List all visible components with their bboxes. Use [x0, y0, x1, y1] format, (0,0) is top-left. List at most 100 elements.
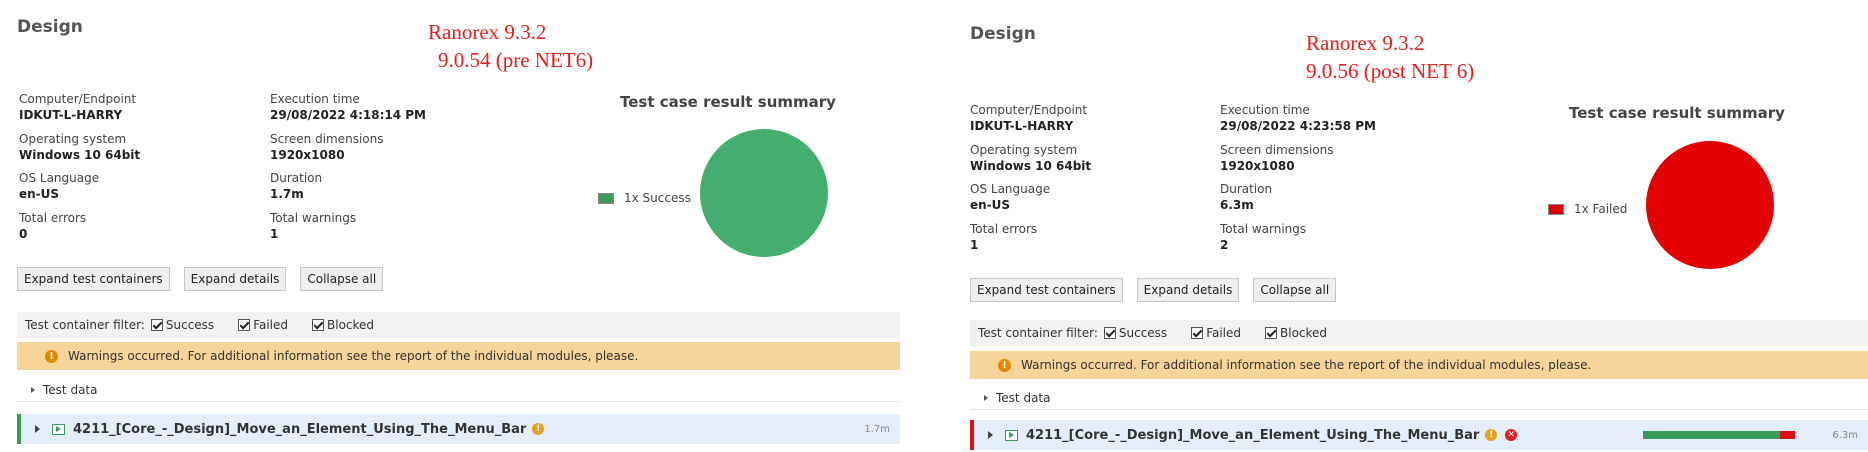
info-value: en-US: [19, 187, 60, 201]
info-label: Total errors: [19, 211, 87, 225]
collapse-all-button[interactable]: Collapse all: [300, 267, 384, 291]
info-execution-time: Execution time 29/08/2022 4:23:58 PM: [1220, 102, 1376, 134]
warning-icon: !: [45, 349, 58, 363]
warning-icon: !: [1485, 429, 1498, 441]
expand-arrow-icon[interactable]: [35, 425, 40, 433]
warning-icon: !: [998, 358, 1011, 372]
test-container-name: 4211_[Core_-_Design]_Move_an_Element_Usi…: [73, 421, 527, 437]
test-container-icon: [52, 423, 65, 435]
row-duration: 6.3m: [1832, 429, 1858, 441]
pie-legend: 1x Failed: [1548, 202, 1627, 216]
report-panel-right: Design Ranorex 9.3.2 9.0.56 (post NET 6)…: [954, 0, 1868, 452]
info-label: OS Language: [970, 182, 1051, 196]
checkbox-checked-icon[interactable]: [1265, 327, 1278, 339]
pie-legend: 1x Success: [598, 191, 691, 205]
report-panel-left: Design Ranorex 9.3.2 9.0.54 (pre NET6) C…: [0, 0, 905, 452]
collapse-all-button[interactable]: Collapse all: [1253, 278, 1337, 302]
info-label: Screen dimensions: [1220, 143, 1334, 157]
expand-test-containers-button[interactable]: Expand test containers: [970, 278, 1123, 302]
legend-label: 1x Failed: [1574, 202, 1628, 216]
pie-success-slice: [700, 129, 828, 257]
filter-option-label: Success: [165, 318, 215, 332]
expand-details-button[interactable]: Expand details: [1136, 278, 1240, 302]
error-icon: ✕: [1505, 429, 1518, 441]
warning-banner: ! Warnings occurred. For additional info…: [970, 351, 1868, 379]
test-container-row[interactable]: 4211_[Core_-_Design]_Move_an_Element_Usi…: [970, 420, 1868, 450]
annotation-line-2: 9.0.56 (post NET 6): [1306, 59, 1475, 83]
filter-option-label: Failed: [253, 318, 289, 332]
progress-success-segment: [1643, 431, 1780, 439]
test-data-label: Test data: [996, 390, 1051, 405]
info-value: 29/08/2022 4:23:58 PM: [1220, 119, 1376, 133]
filter-option-label: Success: [1118, 326, 1168, 340]
button-row: Expand test containers Expand details Co…: [17, 267, 384, 291]
pie-failed-slice: [1646, 141, 1774, 269]
info-value: 1: [270, 227, 279, 241]
info-duration: Duration 6.3m: [1220, 181, 1272, 213]
info-label: OS Language: [19, 171, 100, 185]
version-annotation: Ranorex 9.3.2 9.0.56 (post NET 6): [1306, 29, 1474, 85]
checkbox-checked-icon[interactable]: [312, 319, 325, 331]
warning-text: Warnings occurred. For additional inform…: [68, 349, 639, 363]
checkbox-checked-icon[interactable]: [238, 319, 251, 331]
summary-title: Test case result summary: [620, 93, 836, 111]
checkbox-checked-icon[interactable]: [1103, 327, 1116, 339]
info-os: Operating system Windows 10 64bit: [19, 131, 140, 163]
info-total-errors: Total errors 0: [19, 210, 86, 242]
annotation-line-1: Ranorex 9.3.2: [1306, 31, 1425, 55]
test-data-label: Test data: [43, 382, 98, 397]
info-value: Windows 10 64bit: [970, 159, 1092, 173]
info-label: Total warnings: [1220, 222, 1307, 236]
info-value: 6.3m: [1220, 198, 1254, 212]
info-label: Total warnings: [270, 211, 357, 225]
expand-details-button[interactable]: Expand details: [183, 267, 287, 291]
legend-swatch: [1548, 203, 1564, 215]
info-label: Screen dimensions: [270, 132, 384, 146]
filter-failed[interactable]: Failed: [238, 318, 288, 332]
info-value: 1: [970, 238, 979, 252]
result-progress-bar: [1643, 431, 1795, 439]
info-label: Total errors: [970, 222, 1038, 236]
test-container-name: 4211_[Core_-_Design]_Move_an_Element_Usi…: [1026, 427, 1480, 443]
info-value: 1920x1080: [1220, 159, 1295, 173]
checkbox-checked-icon[interactable]: [1191, 327, 1204, 339]
filter-blocked[interactable]: Blocked: [312, 318, 374, 332]
filter-failed[interactable]: Failed: [1191, 326, 1241, 340]
warning-text: Warnings occurred. For additional inform…: [1021, 358, 1592, 372]
info-os-language: OS Language en-US: [19, 170, 99, 202]
test-data-toggle[interactable]: Test data: [970, 386, 1868, 410]
info-screen-dimensions: Screen dimensions 1920x1080: [270, 131, 383, 163]
test-container-filter: Test container filter: Success Failed Bl…: [970, 320, 1868, 346]
filter-success[interactable]: Success: [1103, 326, 1168, 340]
legend-swatch: [598, 192, 614, 204]
progress-failed-segment: [1779, 431, 1795, 439]
expand-arrow-icon: [31, 386, 35, 393]
expand-arrow-icon: [984, 394, 988, 401]
expand-test-containers-button[interactable]: Expand test containers: [17, 267, 170, 291]
filter-label: Test container filter:: [978, 326, 1098, 340]
info-label: Computer/Endpoint: [19, 92, 137, 106]
filter-blocked[interactable]: Blocked: [1265, 326, 1327, 340]
test-data-toggle[interactable]: Test data: [17, 378, 900, 402]
info-value: 1920x1080: [270, 148, 345, 162]
filter-success[interactable]: Success: [150, 318, 215, 332]
info-duration: Duration 1.7m: [270, 170, 322, 202]
info-value: 0: [19, 227, 28, 241]
annotation-line-2: 9.0.54 (pre NET6): [438, 48, 594, 72]
checkbox-checked-icon[interactable]: [150, 319, 163, 331]
info-label: Operating system: [19, 132, 127, 146]
info-label: Duration: [1220, 182, 1273, 196]
info-os: Operating system Windows 10 64bit: [970, 142, 1091, 174]
info-total-warnings: Total warnings 1: [270, 210, 356, 242]
expand-arrow-icon[interactable]: [988, 431, 993, 439]
test-container-row[interactable]: 4211_[Core_-_Design]_Move_an_Element_Usi…: [17, 414, 900, 444]
test-container-icon: [1005, 429, 1018, 441]
filter-label: Test container filter:: [25, 318, 145, 332]
filter-option-label: Blocked: [1280, 326, 1328, 340]
info-screen-dimensions: Screen dimensions 1920x1080: [1220, 142, 1333, 174]
warning-banner: ! Warnings occurred. For additional info…: [17, 342, 900, 370]
info-label: Execution time: [1220, 103, 1310, 117]
version-annotation: Ranorex 9.3.2 9.0.54 (pre NET6): [428, 18, 593, 74]
page-title: Design: [970, 24, 1036, 44]
info-label: Operating system: [970, 143, 1078, 157]
